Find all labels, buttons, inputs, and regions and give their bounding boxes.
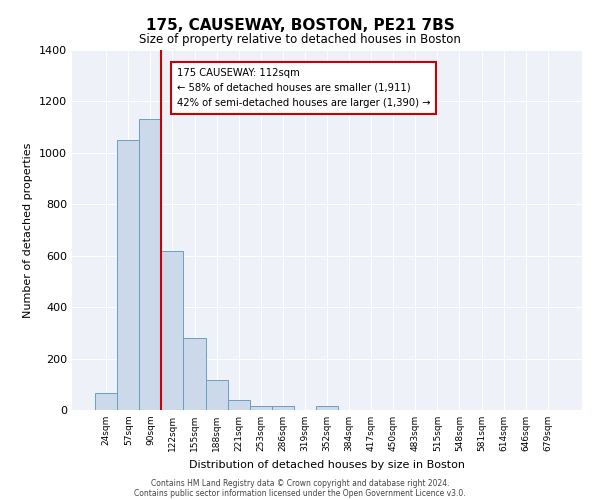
Bar [227, 400, 250, 410]
Bar [272, 406, 294, 410]
Bar [139, 120, 161, 410]
Text: 175, CAUSEWAY, BOSTON, PE21 7BS: 175, CAUSEWAY, BOSTON, PE21 7BS [146, 18, 454, 32]
Bar [206, 380, 227, 410]
Text: Size of property relative to detached houses in Boston: Size of property relative to detached ho… [139, 32, 461, 46]
Bar [161, 250, 184, 410]
X-axis label: Distribution of detached houses by size in Boston: Distribution of detached houses by size … [189, 460, 465, 469]
Text: Contains HM Land Registry data © Crown copyright and database right 2024.: Contains HM Land Registry data © Crown c… [151, 478, 449, 488]
Bar [95, 394, 117, 410]
Text: 175 CAUSEWAY: 112sqm
← 58% of detached houses are smaller (1,911)
42% of semi-de: 175 CAUSEWAY: 112sqm ← 58% of detached h… [177, 68, 430, 108]
Text: Contains public sector information licensed under the Open Government Licence v3: Contains public sector information licen… [134, 488, 466, 498]
Bar [250, 406, 272, 410]
Bar [184, 338, 206, 410]
Bar [316, 406, 338, 410]
Bar [117, 140, 139, 410]
Y-axis label: Number of detached properties: Number of detached properties [23, 142, 34, 318]
